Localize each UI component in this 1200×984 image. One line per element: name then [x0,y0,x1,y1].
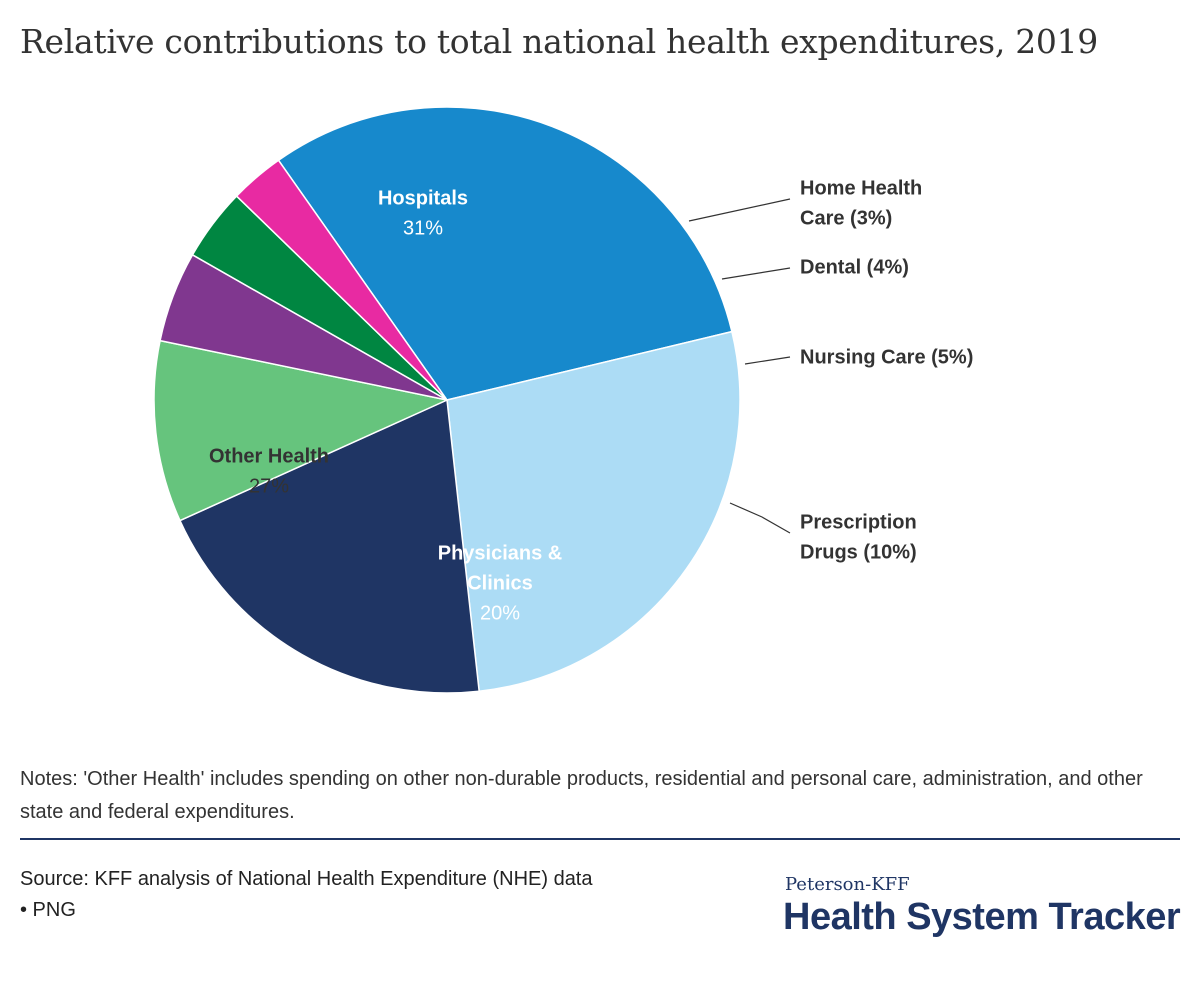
label-other-health: Other Health [209,445,329,467]
leader-line-nursing-care [744,356,791,365]
label-hospitals: Hospitals [378,187,468,209]
slice-home-health-care [235,159,448,401]
leader-lines [688,198,791,534]
chart-title: Relative contributions to total national… [20,22,1098,61]
slice-hospitals [277,106,733,401]
leader-line-prescription-drugs [729,502,791,534]
label-prescription-drugs-line-2: Drugs (10%) [800,541,917,563]
slice-labels: Hospitals 31% Other Health 27% Physicians & C… [209,177,973,624]
chart-notes: Notes: 'Other Health' includes spending … [20,768,1143,823]
leader-line-dental [721,267,791,280]
label-physicians-and-clinics: Physicians & [438,542,563,564]
value-label-hospitals: 31% [403,217,443,239]
leader-line-home-health-care [688,198,791,222]
label-prescription-drugs: Prescription [800,511,917,533]
png-download-link[interactable]: • PNG [20,899,76,921]
pie-slices [153,106,741,694]
value-label-physicians-and-clinics: 20% [480,602,520,624]
label-home-health-care: Home Health [800,177,922,199]
slice-physicians-and-clinics [179,399,480,694]
label-dental: Dental (4%) [800,256,909,278]
label-home-health-care-line-2: Care (3%) [800,207,892,229]
divider [20,838,1180,840]
source-block: Source: KFF analysis of National Health … [20,864,593,926]
logo-peterson-kff: Peterson-KFF [785,874,910,895]
source-text: Source: KFF analysis of National Health … [20,868,593,890]
pie-chart: Hospitals 31% Other Health 27% Physicians & C… [153,106,973,694]
value-label-other-health: 27% [249,475,289,497]
logo-health-system-tracker: Health System Tracker [783,896,1181,938]
label-physicians-and-clinics-line-2: Clinics [467,572,533,594]
slice-other-health [446,330,741,692]
label-nursing-care: Nursing Care (5%) [800,346,973,368]
